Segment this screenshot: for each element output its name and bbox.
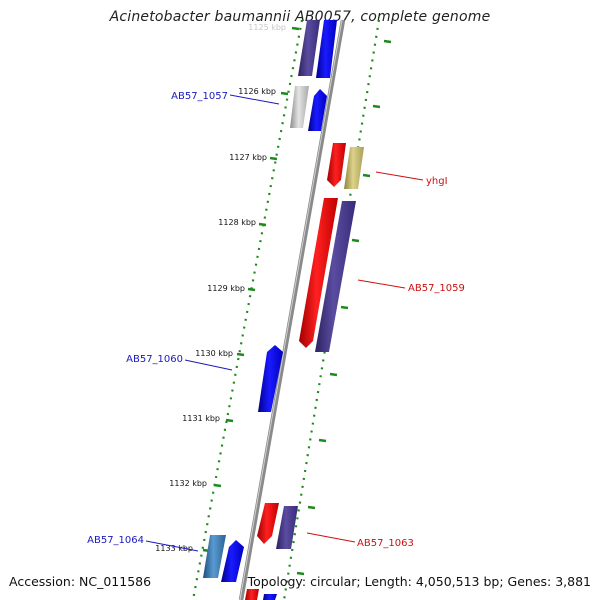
tick-labels: 1125 kbp 1126 kbp 1127 kbp 1128 kbp 1129… — [155, 23, 286, 553]
leader-ab57-1059 — [357, 279, 406, 289]
leader-ab57-1064 — [145, 540, 199, 552]
map-title: Acinetobacter baumannii AB0057, complete… — [109, 9, 491, 25]
gene-ab57-1057[interactable] — [308, 89, 327, 131]
gene-label-ab57-1063[interactable]: AB57_1063 — [357, 538, 414, 549]
gene-blue-bottom[interactable] — [263, 594, 277, 600]
gene-features — [203, 20, 364, 600]
tick-mark — [383, 39, 392, 44]
tick-mark — [247, 287, 256, 292]
gene-blue-top[interactable] — [316, 20, 337, 78]
gene-red-bottom[interactable] — [245, 589, 259, 600]
gene-purple-top[interactable] — [298, 20, 320, 76]
tick-label-1127: 1127 kbp — [229, 153, 267, 162]
gene-label-yhgi[interactable]: yhgI — [426, 176, 448, 187]
outer-tick-ring — [282, 19, 381, 600]
gene-ab57-1059[interactable] — [315, 201, 356, 352]
tick-label-1125: 1125 kbp — [248, 23, 286, 32]
genome-backbone — [238, 19, 346, 600]
tick-mark — [258, 222, 267, 227]
leader-ab57-1060 — [184, 359, 233, 371]
tick-label-1131: 1131 kbp — [182, 414, 220, 423]
gene-red-long[interactable] — [299, 198, 338, 348]
tick-mark — [225, 418, 234, 423]
gene-ab57-1060[interactable] — [258, 345, 283, 412]
gene-label-ab57-1064[interactable]: AB57_1064 — [87, 535, 144, 546]
tick-mark — [362, 173, 371, 178]
tick-label-1128: 1128 kbp — [218, 218, 256, 227]
tick-mark — [213, 483, 222, 488]
tick-label-1130: 1130 kbp — [195, 349, 233, 358]
tick-mark — [280, 91, 289, 96]
gene-labels: AB57_1057 yhgI AB57_1059 AB57_1060 AB57_… — [87, 91, 465, 549]
genome-summary-text: Topology: circular; Length: 4,050,513 bp… — [247, 574, 591, 589]
gene-red-1127[interactable] — [327, 143, 346, 187]
tick-label-1132: 1132 kbp — [169, 479, 207, 488]
gene-ab57-1064[interactable] — [203, 535, 226, 578]
gene-label-ab57-1057[interactable]: AB57_1057 — [171, 91, 228, 102]
tick-mark — [291, 26, 300, 31]
gene-blue-1133[interactable] — [221, 540, 244, 582]
outer-major-ticks — [296, 39, 392, 576]
tick-mark — [318, 438, 327, 443]
tick-mark — [372, 104, 381, 109]
gene-ab57-1063[interactable] — [276, 506, 298, 549]
tick-mark — [307, 505, 316, 510]
tick-label-1126: 1126 kbp — [238, 87, 276, 96]
tick-mark — [269, 156, 278, 161]
gene-label-ab57-1059[interactable]: AB57_1059 — [408, 283, 465, 294]
tick-label-1129: 1129 kbp — [207, 284, 245, 293]
gene-grey[interactable] — [290, 86, 309, 128]
genome-backbone-highlight — [239, 19, 343, 600]
tick-label-1133: 1133 kbp — [155, 544, 193, 553]
tick-mark — [329, 372, 338, 377]
leader-ab57-1063 — [306, 532, 356, 543]
tick-mark — [296, 571, 305, 576]
leader-ab57-1057 — [229, 94, 280, 105]
tick-mark — [236, 352, 245, 357]
label-leaders — [145, 94, 424, 552]
tick-mark — [340, 305, 349, 310]
gene-yhgi[interactable] — [344, 147, 364, 189]
accession-text: Accession: NC_011586 — [9, 574, 152, 589]
tick-mark — [351, 238, 360, 243]
leader-yhgi — [375, 171, 424, 181]
gene-label-ab57-1060[interactable]: AB57_1060 — [126, 354, 183, 365]
gene-red-1133[interactable] — [257, 503, 279, 544]
